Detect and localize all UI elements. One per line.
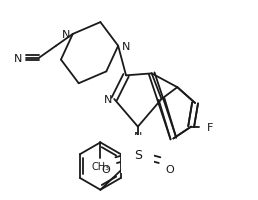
Text: N: N — [14, 53, 22, 63]
Text: O: O — [101, 164, 110, 174]
Text: N: N — [122, 42, 131, 51]
Text: S: S — [134, 148, 142, 161]
Text: N: N — [104, 95, 112, 104]
Text: CH₃: CH₃ — [91, 161, 109, 171]
Text: N: N — [134, 131, 142, 141]
Text: O: O — [165, 164, 174, 174]
Text: N: N — [61, 30, 70, 40]
Text: F: F — [207, 122, 213, 132]
